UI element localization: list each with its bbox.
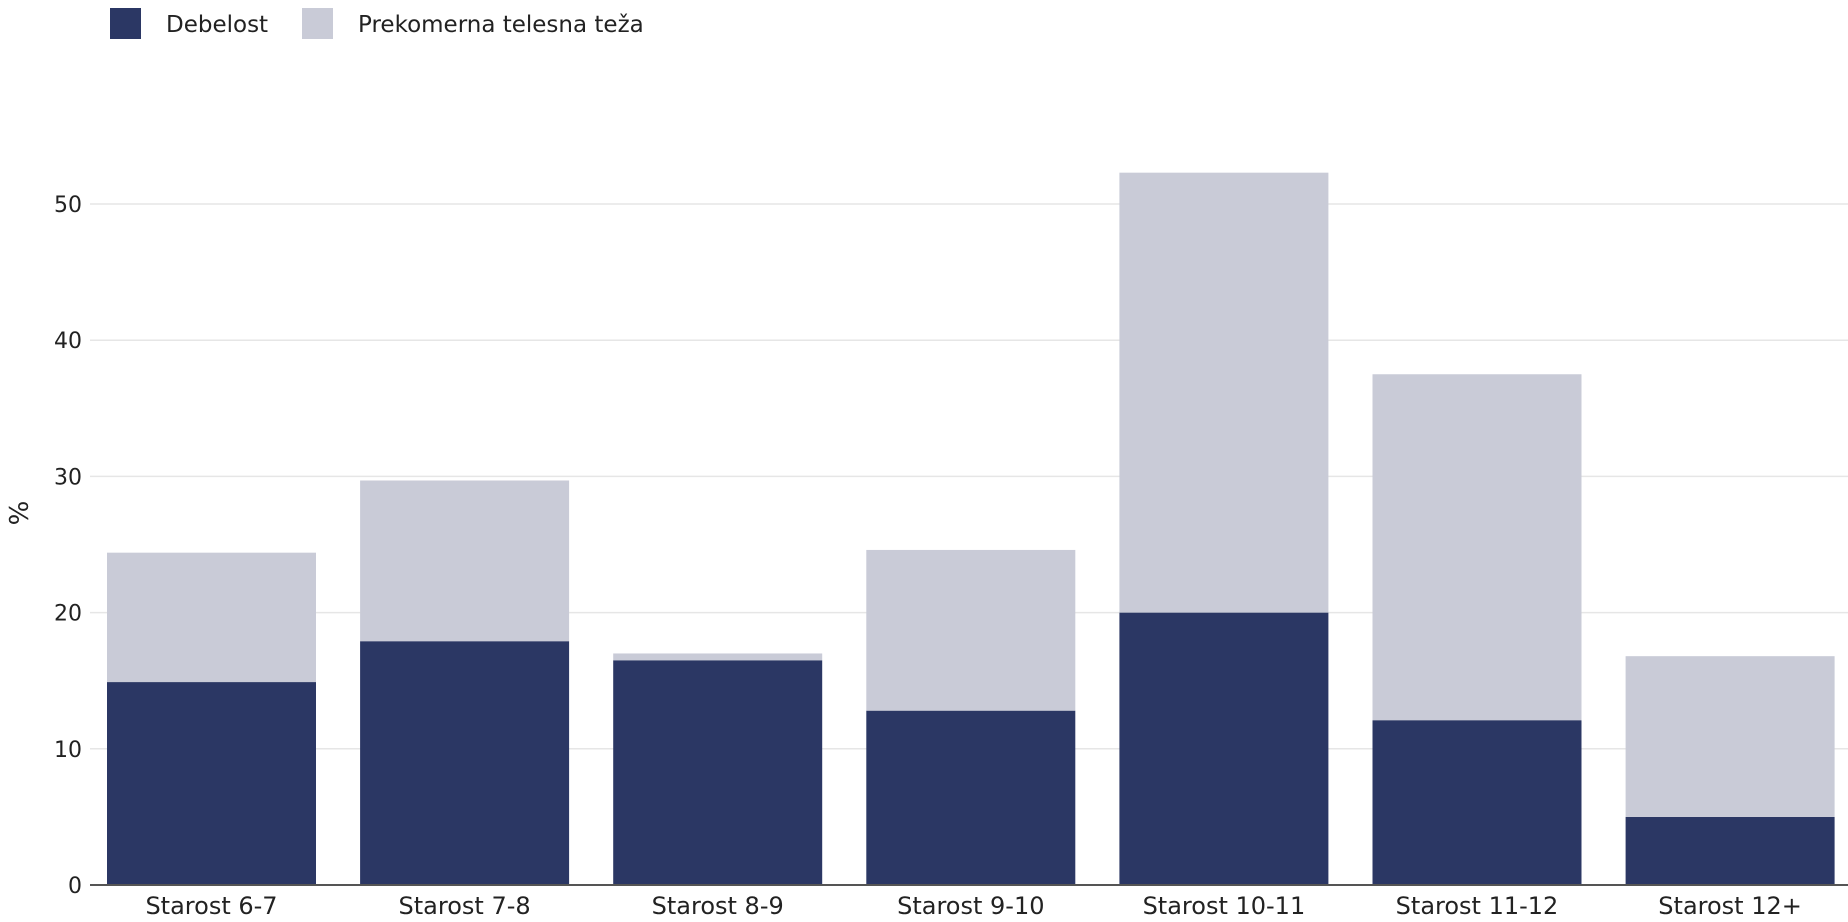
x-tick-label: Starost 10-11 (1143, 892, 1306, 920)
y-axis-title: % (5, 501, 35, 526)
bar-debelost-3 (866, 710, 1076, 885)
legend: Debelost Prekomerna telesna teža (110, 8, 644, 39)
y-tick-label: 50 (54, 193, 82, 218)
legend-swatch-0 (110, 8, 141, 39)
legend-label-0: Debelost (166, 12, 268, 38)
x-axis-labels: Starost 6-7 Starost 7-8 Starost 8-9 Starost… (145, 892, 1801, 920)
y-tick-label: 0 (68, 874, 82, 899)
x-tick-label: Starost 11-12 (1396, 892, 1559, 920)
bar-debelost-4 (1119, 612, 1329, 885)
x-tick-label: Starost 6-7 (145, 892, 277, 920)
bar-debelost-1 (360, 641, 570, 885)
bar-prekomerna-0 (107, 552, 316, 683)
x-tick-label: Starost 7-8 (399, 892, 531, 920)
bars (107, 172, 1835, 885)
y-axis-ticks: 0 10 20 30 40 50 (54, 193, 82, 899)
bar-prekomerna-6 (1625, 656, 1835, 817)
legend-label-1: Prekomerna telesna teža (358, 12, 644, 38)
bar-debelost-5 (1372, 720, 1582, 885)
bar-prekomerna-5 (1372, 374, 1582, 721)
bar-debelost-0 (107, 682, 316, 885)
x-tick-label: Starost 8-9 (652, 892, 784, 920)
bar-prekomerna-4 (1119, 172, 1329, 613)
y-tick-label: 10 (54, 738, 82, 763)
y-tick-label: 40 (54, 329, 82, 354)
legend-swatch-1 (302, 8, 333, 39)
bar-prekomerna-1 (360, 480, 570, 642)
bar-prekomerna-2 (613, 653, 823, 661)
y-tick-label: 20 (54, 602, 82, 627)
x-tick-label: Starost 12+ (1658, 892, 1802, 920)
y-tick-label: 30 (54, 465, 82, 490)
bar-debelost-2 (613, 660, 823, 885)
bar-debelost-6 (1625, 816, 1835, 885)
x-tick-label: Starost 9-10 (897, 892, 1044, 920)
bar-prekomerna-3 (866, 549, 1076, 711)
